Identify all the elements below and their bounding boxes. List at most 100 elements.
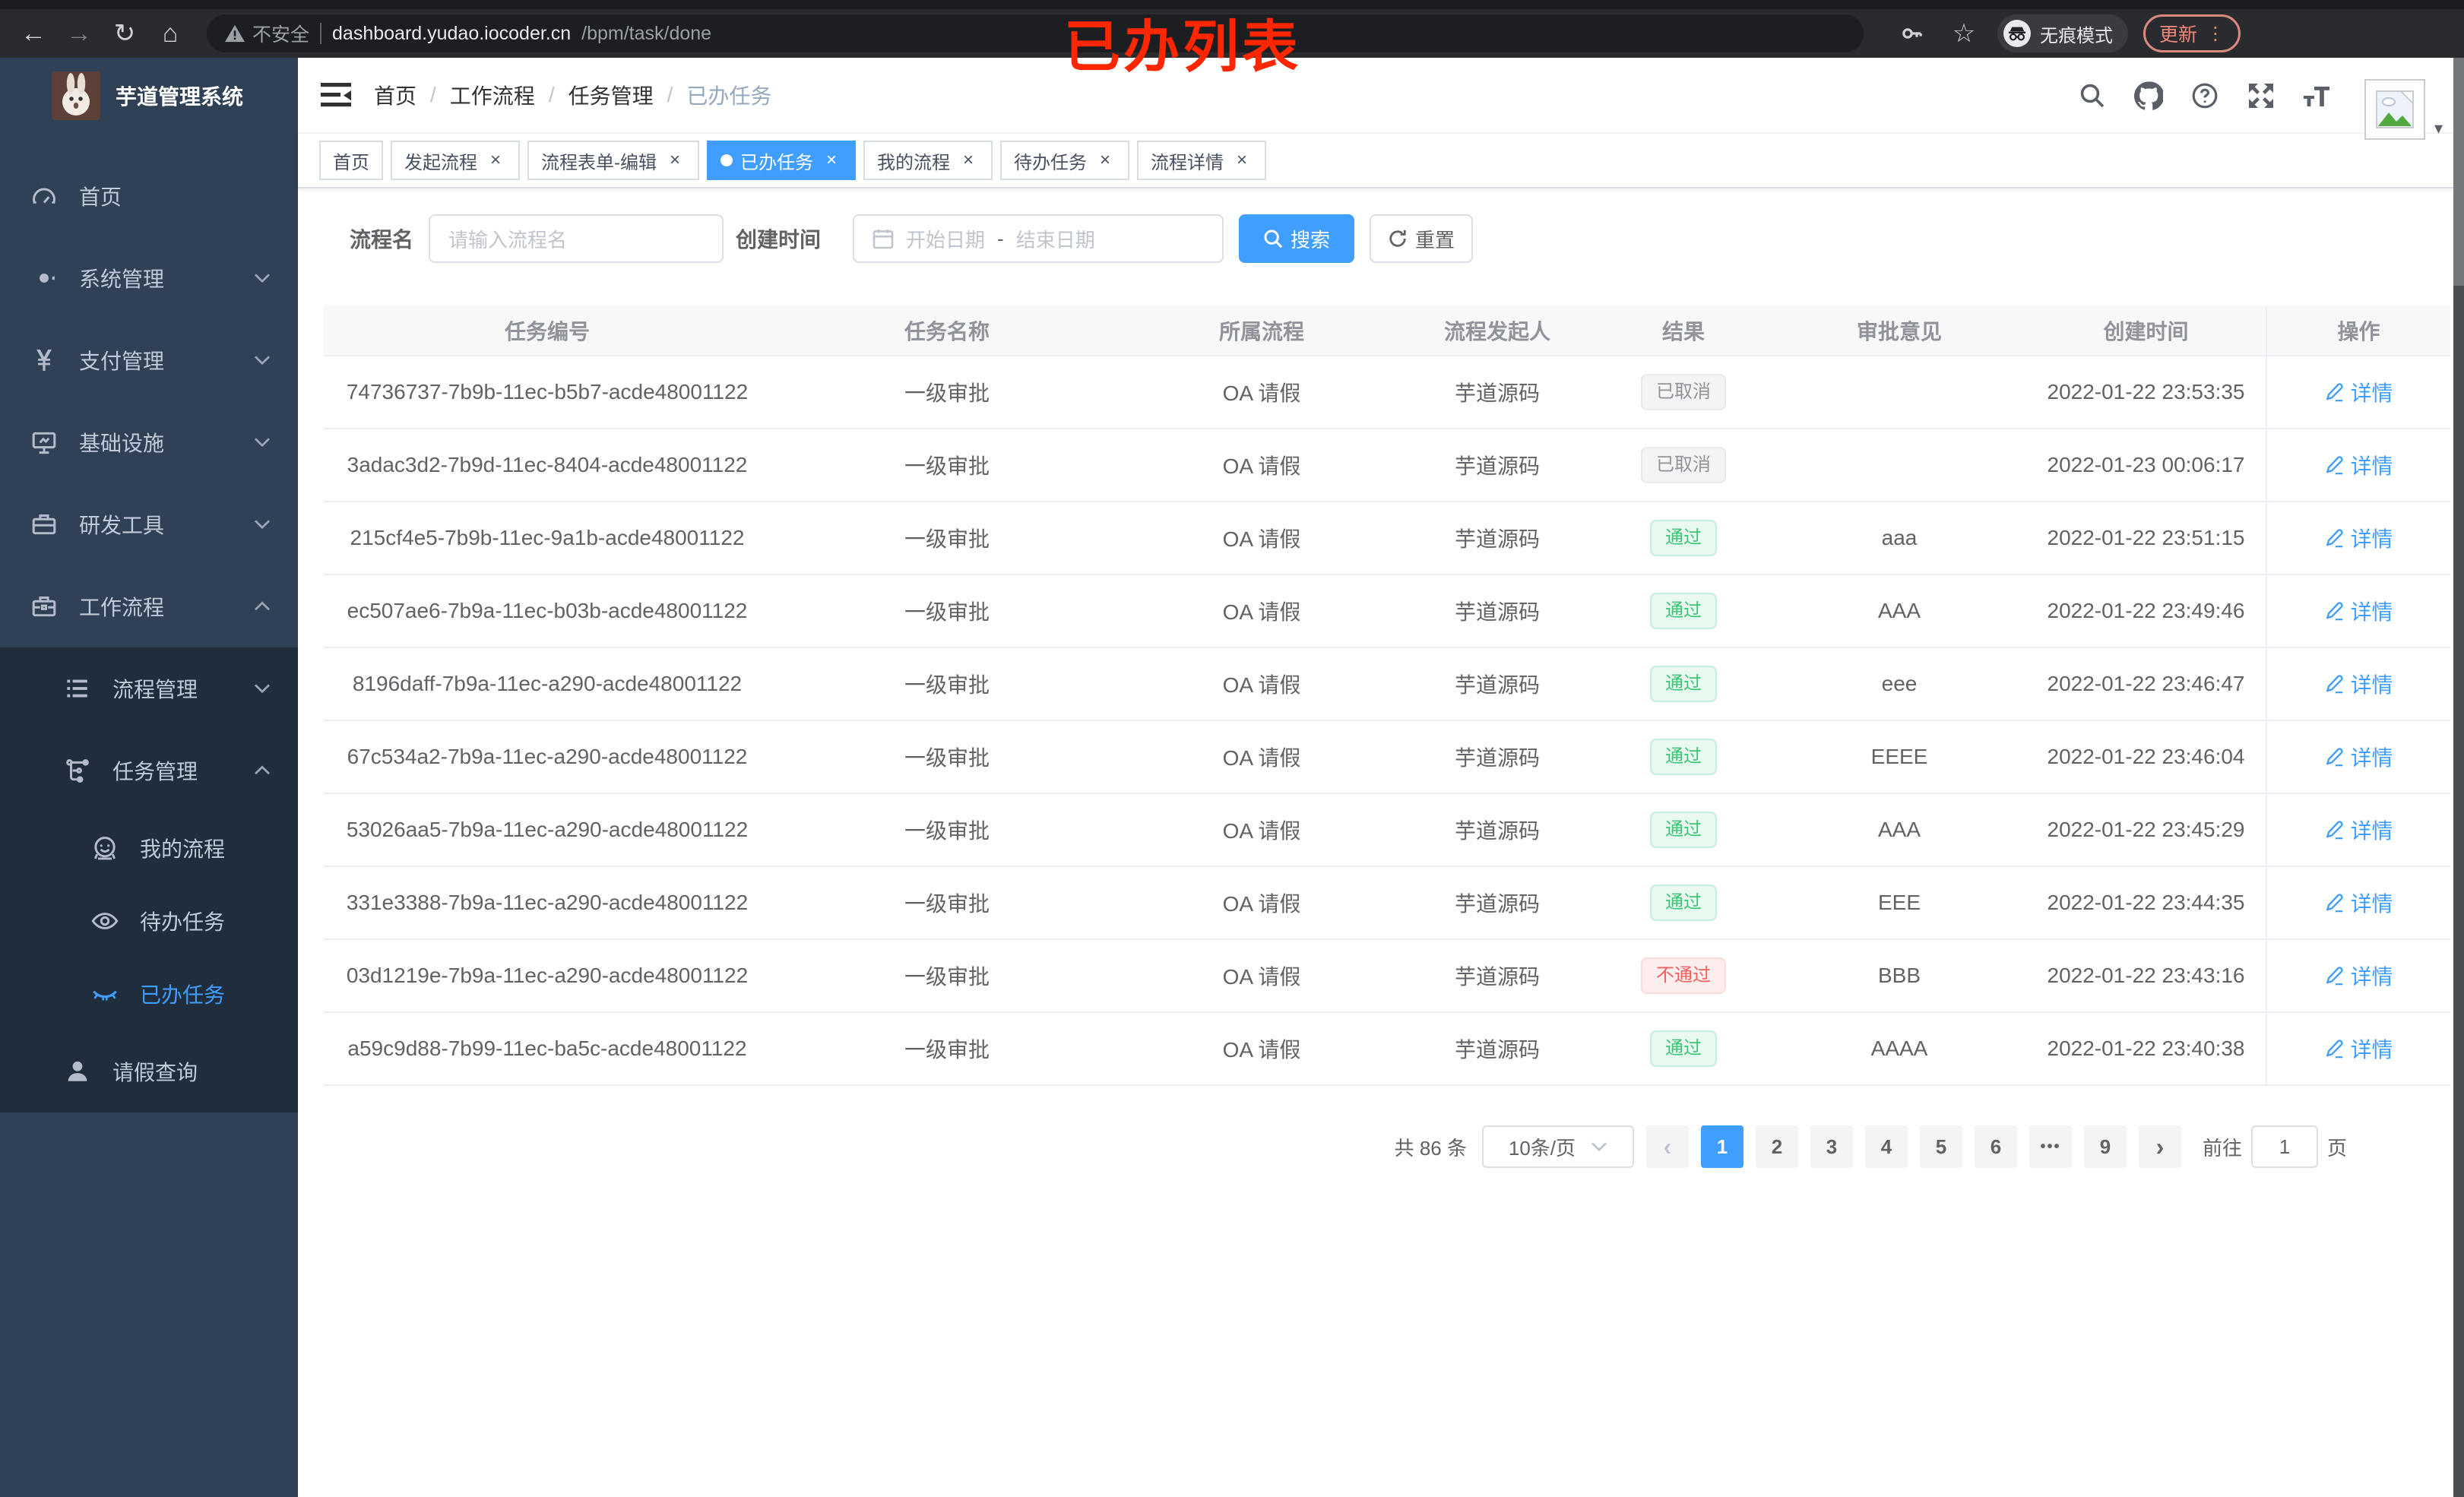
sidebar-item-7[interactable]: 流程管理 [0, 647, 298, 730]
tab-5[interactable]: 我的流程 × [863, 141, 993, 180]
fullscreen-icon[interactable] [2246, 81, 2276, 111]
edit-icon [2324, 528, 2344, 548]
sidebar-item-9[interactable]: 我的流程 [0, 812, 298, 885]
edit-icon [2324, 674, 2344, 694]
back-icon[interactable]: ← [21, 18, 46, 48]
key-icon[interactable] [1894, 15, 1930, 52]
close-icon[interactable]: × [489, 150, 501, 170]
logo-row[interactable]: 芋道管理系统 [0, 58, 298, 134]
goto-page-input[interactable]: 1 [2250, 1125, 2318, 1168]
page-size-select[interactable]: 10条/页 [1481, 1125, 1634, 1168]
app-title: 芋道管理系统 [116, 85, 244, 109]
sidebar-item-1[interactable]: 首页 [0, 155, 298, 237]
tab-7[interactable]: 流程详情 × [1137, 141, 1266, 180]
forward-icon[interactable]: → [66, 18, 92, 48]
detail-link[interactable]: 详情 [2324, 815, 2393, 845]
sidebar-item-10[interactable]: 待办任务 [0, 885, 298, 957]
github-icon[interactable] [2133, 81, 2164, 111]
detail-link[interactable]: 详情 [2324, 523, 2393, 553]
breadcrumb-item[interactable]: 工作流程 [449, 84, 535, 108]
bookmark-star-icon[interactable]: ☆ [1952, 19, 1976, 48]
sidebar-item-8[interactable]: 任务管理 [0, 730, 298, 812]
app: 芋道管理系统 首页 系统管理 支付管理 基础设施 研发工具 工作流程 流程管理 任务管理 我的流… [0, 58, 2464, 1497]
cell-flow: OA 请假 [1123, 793, 1400, 867]
detail-link[interactable]: 详情 [2324, 961, 2393, 991]
next-page-button[interactable]: › [2138, 1125, 2181, 1168]
help-icon[interactable] [2190, 81, 2220, 111]
sidebar-item-2[interactable]: 系统管理 [0, 237, 298, 319]
result-badge: 通过 [1650, 666, 1717, 702]
reset-button[interactable]: 重置 [1370, 214, 1474, 263]
search-button[interactable]: 搜索 [1239, 214, 1355, 263]
result-badge: 已取消 [1641, 447, 1726, 483]
list-icon [64, 675, 91, 702]
chevron-down-icon [254, 683, 271, 694]
detail-link[interactable]: 详情 [2324, 742, 2393, 772]
page-scrollbar[interactable] [2453, 58, 2464, 1497]
date-range-input[interactable]: 开始日期 - 结束日期 [853, 214, 1224, 263]
page-button-9[interactable]: 9 [2083, 1125, 2127, 1168]
search-icon[interactable] [2077, 81, 2108, 111]
font-size-icon[interactable] [2302, 81, 2333, 111]
browser-menu-icon[interactable]: ⋮ [2206, 23, 2225, 44]
page-button-3[interactable]: 3 [1810, 1125, 1853, 1168]
tab-6[interactable]: 待办任务 × [1000, 141, 1129, 180]
prev-page-button[interactable]: ‹ [1645, 1125, 1689, 1168]
cell-result: 已取消 [1595, 356, 1772, 429]
close-icon[interactable]: × [962, 150, 974, 170]
cell-opinion: EEEE [1772, 720, 2026, 794]
url-bar[interactable]: 不安全 dashboard.yudao.iocoder.cn/bpm/task/… [207, 14, 1864, 52]
sidebar-item-3[interactable]: 支付管理 [0, 319, 298, 401]
scrollbar-thumb[interactable] [2453, 58, 2464, 286]
page-button-1[interactable]: 1 [1700, 1125, 1743, 1168]
tab-3[interactable]: 流程表单-编辑 × [527, 141, 699, 180]
detail-link[interactable]: 详情 [2324, 450, 2393, 480]
tab-4[interactable]: 已办任务 × [707, 141, 856, 180]
close-icon[interactable]: × [825, 150, 837, 170]
close-icon[interactable]: × [1099, 150, 1110, 170]
detail-link[interactable]: 详情 [2324, 596, 2393, 626]
table-row: 8196daff-7b9a-11ec-a290-acde48001122 一级审批… [324, 647, 2450, 721]
more-pages-icon[interactable]: ••• [2029, 1125, 2072, 1168]
update-label: 更新 [2159, 24, 2198, 46]
breadcrumb-item[interactable]: 首页 [374, 84, 417, 108]
sidebar-item-12[interactable]: 请假查询 [0, 1030, 298, 1112]
tab-label: 发起流程 [404, 152, 477, 173]
detail-link[interactable]: 详情 [2324, 1033, 2393, 1064]
workflow-submenu: 流程管理 任务管理 我的流程 待办任务 已办任务 请假查询 [0, 647, 298, 1112]
close-icon[interactable]: × [669, 150, 680, 170]
process-name-input[interactable]: 请输入流程名 [429, 214, 724, 263]
sidebar-toggle-icon[interactable] [319, 78, 353, 112]
chevron-down-icon [254, 355, 271, 366]
toolbar-right: ☆ 无痕模式 更新 ⋮ [1894, 14, 2241, 52]
sidebar-item-6[interactable]: 工作流程 [0, 565, 298, 647]
page-button-5[interactable]: 5 [1919, 1125, 1962, 1168]
column-header-4: 流程发起人 [1400, 305, 1595, 356]
create-time-label: 创建时间 [736, 228, 822, 252]
close-icon[interactable]: × [1236, 150, 1247, 170]
cell-result: 通过 [1595, 793, 1772, 867]
page-button-4[interactable]: 4 [1864, 1125, 1908, 1168]
cell-time: 2022-01-23 00:06:17 [2026, 429, 2266, 502]
table-row: ec507ae6-7b9a-11ec-b03b-acde48001122 一级审批… [324, 574, 2450, 648]
calendar-icon [873, 228, 894, 249]
page-button-2[interactable]: 2 [1755, 1125, 1798, 1168]
home-icon[interactable]: ⌂ [162, 18, 179, 48]
cell-name: 一级审批 [771, 647, 1123, 721]
monitor-icon [30, 429, 58, 456]
tab-1[interactable]: 首页 [319, 141, 383, 180]
sidebar-item-4[interactable]: 基础设施 [0, 401, 298, 483]
cell-initiator: 芋道源码 [1400, 793, 1595, 867]
tab-2[interactable]: 发起流程 × [391, 141, 520, 180]
page-button-6[interactable]: 6 [1974, 1125, 2017, 1168]
detail-link[interactable]: 详情 [2324, 377, 2393, 407]
reload-icon[interactable]: ↻ [113, 19, 136, 48]
sidebar-item-5[interactable]: 研发工具 [0, 483, 298, 565]
breadcrumb-item[interactable]: 任务管理 [568, 84, 654, 108]
browser-update-button[interactable]: 更新 ⋮ [2143, 14, 2241, 52]
chevron-down-icon [254, 519, 271, 530]
sidebar-item-11[interactable]: 已办任务 [0, 957, 298, 1030]
detail-link[interactable]: 详情 [2324, 888, 2393, 918]
detail-link[interactable]: 详情 [2324, 669, 2393, 699]
user-menu[interactable]: ▾ [2364, 52, 2443, 140]
